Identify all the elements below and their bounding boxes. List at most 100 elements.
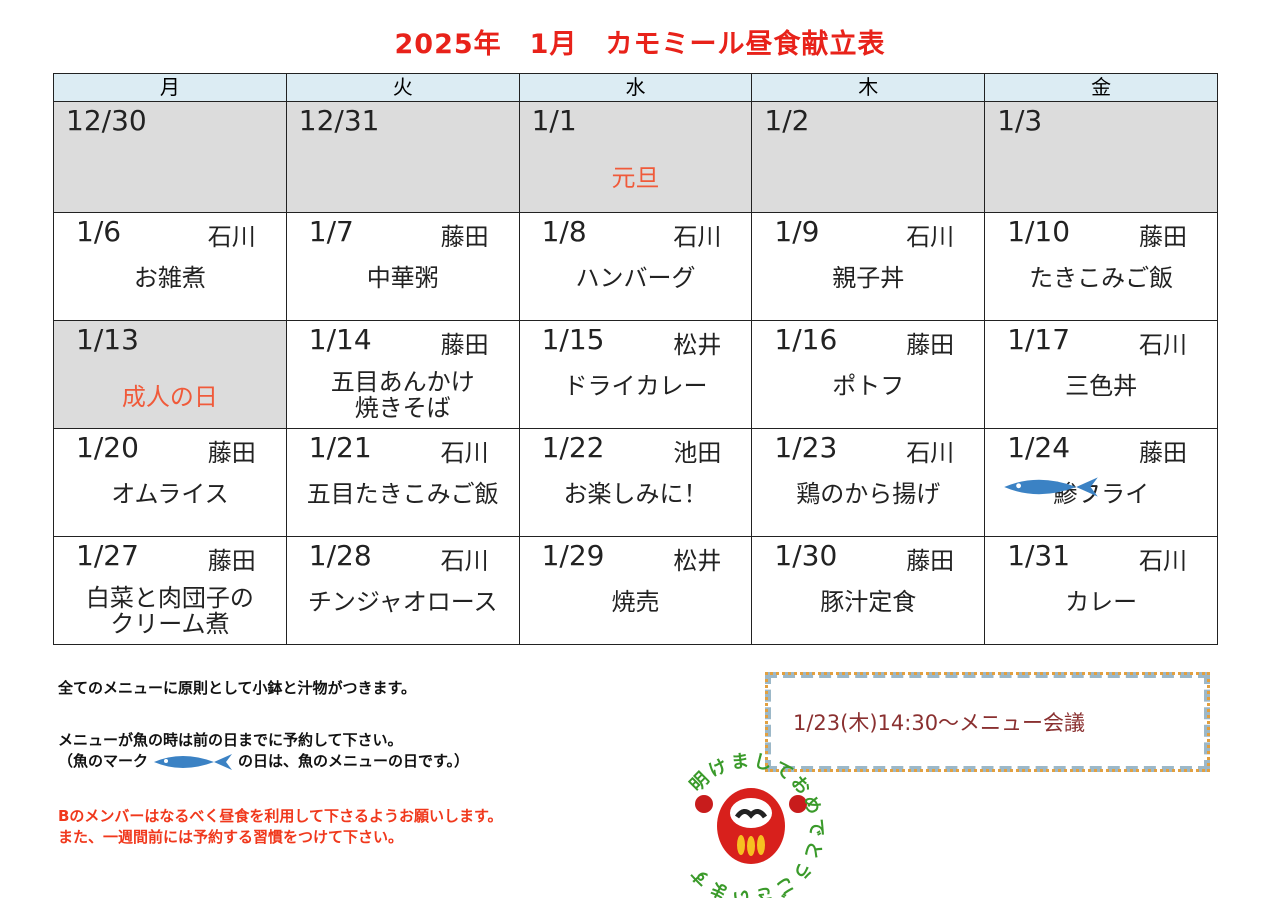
note-line: メニューが魚の時は前の日までに予約して下さい。 <box>58 731 403 749</box>
menu-item: 鶏のから揚げ <box>796 480 941 508</box>
staff-name: 藤田 <box>440 223 489 251</box>
week-row: 1/27 藤田 白菜と肉団子の クリーム煮 1/28 石川 チンジャオロース 1/29 松井焼… <box>53 536 1218 645</box>
day-date: 1/6 <box>76 215 122 248</box>
week-row: 1/6 石川 お雑煮 1/7 藤田 中華粥 1/8 石川 ハンバーグ 1/9 石川 親子丼 1/10 藤田… <box>53 212 1218 321</box>
day-cell: 1/22 池田お楽しみに！ <box>518 428 753 537</box>
day-date: 12/30 <box>66 104 147 137</box>
staff-name: 藤田 <box>207 547 256 575</box>
staff-name: 藤田 <box>906 547 955 575</box>
day-date: 12/31 <box>298 104 380 137</box>
week-row: 1/20 藤田 オムライス 1/21 石川 五目たきこみご飯 1/22 池田 お楽しみに！ 1/2… <box>53 428 1218 537</box>
staff-name: 松井 <box>673 547 722 575</box>
staff-name: 藤田 <box>207 439 256 467</box>
staff-name: 石川 <box>906 439 955 467</box>
title-year: 2025年 <box>394 29 502 60</box>
day-cell: 1/21 石川 五目たきこみご飯 <box>285 428 520 537</box>
day-cell: 1/31 石川 カレー <box>984 536 1218 645</box>
day-cell: 1/14 藤田五目あんかけ 焼きそば <box>285 320 520 429</box>
day-date: 1/21 <box>308 431 372 464</box>
title-name: カモミール昼食献立表 <box>605 29 886 60</box>
weekday-header: 火 <box>285 73 520 102</box>
staff-name: 藤田 <box>1139 223 1187 251</box>
menu-item: 三色丼 <box>1065 372 1138 400</box>
note-fish-reserve: メニューが魚の時は前の日までに予約して下さい。 （魚のマーク の日は、魚のメニューの… <box>58 730 469 772</box>
fish-icon <box>1004 477 1098 497</box>
menu-item: カレー <box>1065 588 1138 616</box>
weekday-header: 水 <box>518 73 753 102</box>
day-cell: 1/9 石川 親子丼 <box>751 212 986 321</box>
day-cell: 1/27 藤田白菜と肉団子の クリーム煮 <box>53 536 287 645</box>
staff-name: 藤田 <box>1139 439 1187 467</box>
menu-item: 親子丼 <box>832 264 905 292</box>
menu-item: お雑煮 <box>133 264 206 292</box>
staff-name: 松井 <box>673 331 722 359</box>
staff-name: 石川 <box>440 439 489 467</box>
day-cell: 1/6 石川 お雑煮 <box>53 212 287 321</box>
day-date: 1/29 <box>541 539 605 572</box>
day-date: 1/2 <box>764 104 810 137</box>
staff-name: 藤田 <box>440 331 489 359</box>
day-date: 1/17 <box>1007 323 1071 356</box>
menu-item: オムライス <box>111 480 229 508</box>
day-date: 1/23 <box>774 431 838 464</box>
day-date: 1/31 <box>1007 539 1071 572</box>
day-cell: 1/8 石川ハンバーグ <box>518 212 753 321</box>
menu-item: 五目あんかけ 焼きそば <box>330 368 475 422</box>
staff-name: 石川 <box>207 223 256 251</box>
day-date: 1/15 <box>541 323 605 356</box>
menu-item: チンジャオロース <box>307 588 498 616</box>
note-request: Bのメンバーはなるべく昼食を利用して下さるようお願いします。 また、一週間前には予… <box>58 806 503 848</box>
week-row: 12/30 12/31 1/1 元旦 1/2 1/3 <box>53 101 1218 213</box>
staff-name: 石川 <box>906 223 955 251</box>
menu-item: ハンバーグ <box>575 264 696 292</box>
staff-name: 石川 <box>1139 331 1187 359</box>
day-cell: 12/30 <box>53 101 287 213</box>
meeting-text: 1/23(木)14:30～メニュー会議 <box>793 711 1086 735</box>
weekday-header: 木 <box>751 73 986 102</box>
day-date: 1/30 <box>774 539 838 572</box>
note-text: （魚のマーク <box>58 752 149 770</box>
day-date: 1/3 <box>997 104 1043 137</box>
day-date: 1/22 <box>541 431 605 464</box>
day-cell: 1/3 <box>984 101 1218 213</box>
day-cell: 1/23 石川鶏のから揚げ <box>751 428 986 537</box>
weekday-header: 金 <box>984 73 1218 102</box>
day-cell: 1/2 <box>751 101 986 213</box>
day-cell: 1/13 成人の日 <box>53 320 287 429</box>
day-cell: 1/16 藤田 ポトフ <box>751 320 986 429</box>
fish-icon <box>154 753 233 770</box>
day-date: 1/14 <box>308 323 372 356</box>
staff-name: 池田 <box>673 439 722 467</box>
day-date: 1/7 <box>308 215 354 248</box>
staff-name: 石川 <box>673 223 722 251</box>
holiday-label: 元旦 <box>611 164 660 192</box>
day-cell: 1/28 石川 チンジャオロース <box>285 536 520 645</box>
menu-item: 白菜と肉団子の クリーム煮 <box>85 584 254 638</box>
note-line: （魚のマーク の日は、魚のメニューの日です。） <box>58 751 469 772</box>
menu-item: ポトフ <box>832 372 905 400</box>
day-date: 1/13 <box>76 323 139 356</box>
day-date: 1/8 <box>541 215 587 248</box>
menu-item: 焼売 <box>611 588 660 616</box>
daruma-new-year-icon: 明けましておめでとうございます <box>685 750 824 898</box>
menu-item: お楽しみに！ <box>563 480 708 508</box>
staff-name: 石川 <box>1139 547 1187 575</box>
title-month: 1月 <box>529 29 578 60</box>
day-date: 1/9 <box>774 215 820 248</box>
menu-item: ドライカレー <box>563 372 708 400</box>
day-cell: 1/24 藤田 鯵フライ <box>984 428 1218 537</box>
day-cell: 1/10 藤田 たきこみご飯 <box>984 212 1218 321</box>
day-date: 1/27 <box>76 539 139 572</box>
staff-name: 藤田 <box>906 331 955 359</box>
staff-name: 石川 <box>440 547 489 575</box>
day-date: 1/1 <box>531 104 577 137</box>
note-text: の日は、魚のメニューの日です。） <box>238 752 470 770</box>
page-title: 2025年 1月 カモミール昼食献立表 <box>0 22 1280 61</box>
day-date: 1/16 <box>774 323 838 356</box>
menu-calendar: 月火水木金 12/30 12/31 1/1 元旦 1/2 1/3 1/6 石川 お雑煮 1/7 藤田… <box>53 73 1218 645</box>
day-cell: 1/30 藤田 豚汁定食 <box>751 536 986 645</box>
day-cell: 1/7 藤田 中華粥 <box>285 212 520 321</box>
day-cell: 12/31 <box>285 101 520 213</box>
day-cell: 1/29 松井 焼売 <box>518 536 753 645</box>
note-line: Bのメンバーはなるべく昼食を利用して下さるようお願いします。 <box>58 807 503 825</box>
